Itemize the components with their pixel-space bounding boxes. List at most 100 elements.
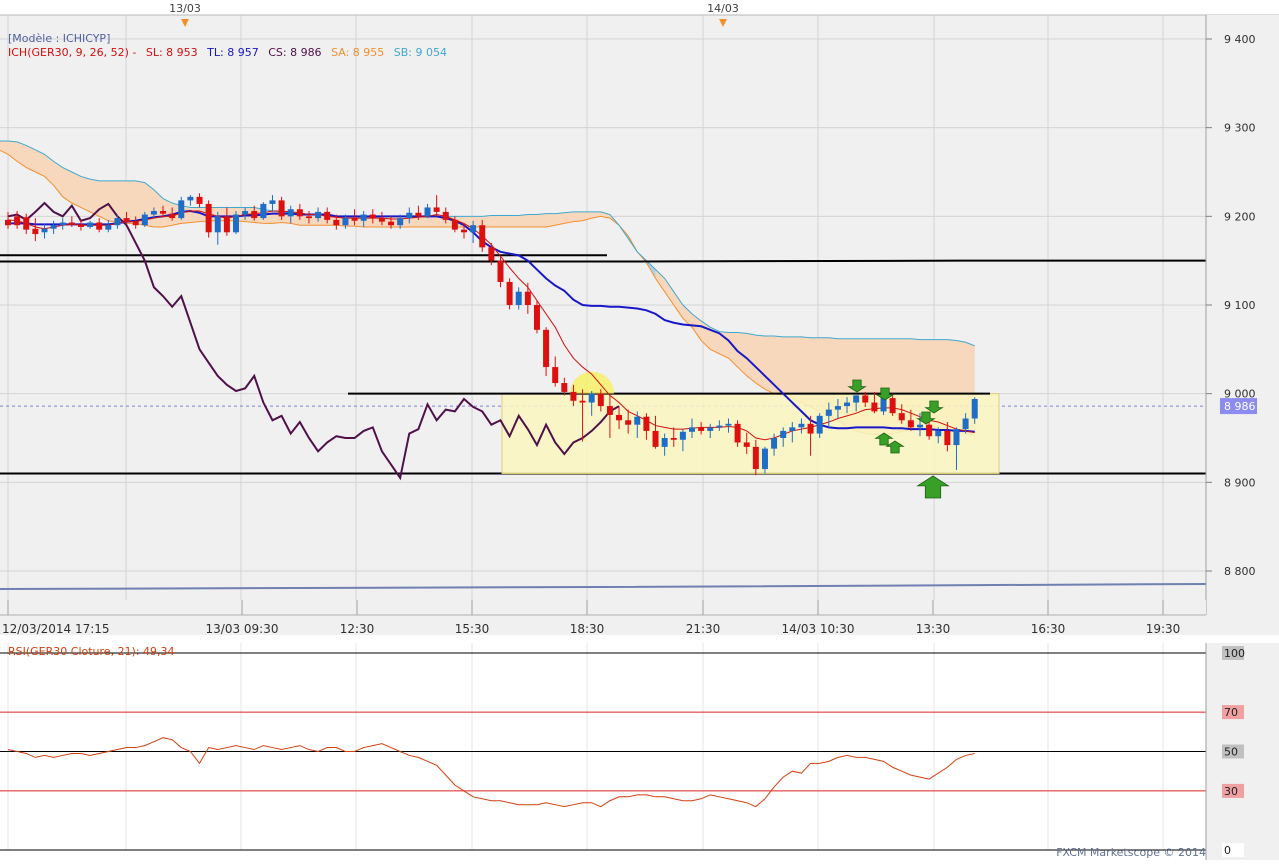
candle-body [14,216,21,226]
candle-body [798,423,805,428]
candle-body [926,424,933,437]
candle-body [844,402,851,407]
rsi-line [7,737,975,808]
candle-body [287,209,294,217]
signal-arrows [847,379,950,499]
candle-body [150,211,157,215]
rsi-title: RSI(GER30 Cloture, 21): 49,34 [8,645,175,658]
arrow-down-icon [916,411,936,425]
candle-body [296,209,303,217]
candle-body [780,430,787,438]
candle-body [424,207,431,217]
candle-body [506,281,513,305]
candle-body [242,211,249,215]
arrow-down-icon [847,379,867,393]
time-tick-label: 13:30 [916,622,951,636]
candle-body [32,228,39,235]
candle-body [807,423,814,434]
candle-body [433,207,440,212]
candle-body [689,427,695,432]
candle-body [160,211,167,214]
time-tick-label: 12:30 [340,622,375,636]
candle-body [196,196,203,204]
candle-body [962,418,969,430]
current-price-label: 8 986 [1224,400,1256,413]
arrow-down-icon [924,400,944,414]
legend-ich: ICH(GER30, 9, 26, 52) - SL: 8 953 TL: 8 … [8,46,447,59]
candle-body [570,391,577,401]
senkou-span-b-line [0,140,975,347]
candle-body [707,427,714,431]
candle-body [917,424,923,428]
current-price-badge [1220,398,1257,415]
candle-body [87,222,94,227]
candle-body [479,225,486,248]
candles[interactable] [5,193,978,476]
rsi-level-label: 70 [1224,706,1238,719]
price-tick-label: 9 100 [1224,299,1256,312]
candle-body [935,430,942,437]
candle-body [880,398,887,412]
arrow-up-icon [885,440,905,454]
candle-body [971,398,978,419]
price-tick-label: 8 800 [1224,565,1256,578]
candle-body [369,214,376,219]
candle-body [853,395,860,403]
candle-body [834,406,841,410]
candle-body [214,216,221,233]
candle-body [5,219,11,226]
date-marker-label: 14/03 [707,2,739,15]
candle-body [889,398,896,414]
rsi-level-label: 50 [1224,746,1238,759]
candle-body [406,212,413,219]
price-axis: 9 400 9 300 9 200 9 100 9 000 8 900 8 800 8 986 [1205,15,1257,615]
candle-body [871,402,878,412]
candle-body [68,222,75,225]
candle-body [515,291,522,305]
price-tick-label: 9 400 [1224,33,1256,46]
candle-body [725,423,732,426]
consolidation-zone [348,371,1000,474]
main-grid [0,14,1279,600]
candle-body [825,409,832,416]
arrow-up-icon [874,432,894,446]
date-marker-label: 13/03 [169,2,201,15]
resistance-line-long [0,259,1206,263]
time-tick-label: 19:30 [1146,622,1181,636]
candle-body [333,219,340,226]
candle-body [670,438,677,440]
candle-body [141,214,148,226]
price-tick-label: 9 000 [1224,388,1256,401]
candle-body [187,196,194,201]
candle-body [862,395,869,403]
rsi-level-label: 100 [1224,647,1245,660]
candle-body [442,211,449,220]
candle-body [552,367,559,384]
date-markers: 13/03 14/03 [169,2,739,27]
candle-body [743,442,750,447]
legend-sb: SB: 9 054 [394,46,447,59]
time-tick-label: 15:30 [455,622,490,636]
candle-body [451,219,458,230]
rsi-level-label: 0 [1224,844,1231,857]
candle-body [315,211,322,219]
candle-body [643,416,650,431]
main-panel-background [0,15,1206,615]
candle-body [953,429,960,446]
arrow-down-icon [875,387,895,401]
candle-body [533,305,540,330]
candle-body [789,427,796,431]
candle-body [616,414,623,421]
candle-body [488,247,495,261]
candle-body [944,430,951,446]
legend-sl: SL: 8 953 [146,46,198,59]
price-tick-label: 9 300 [1224,122,1256,135]
candle-body [625,420,632,425]
candle-body [661,438,668,447]
legend-cs: CS: 8 986 [268,46,321,59]
candle-body [716,425,723,428]
candle-body [351,218,358,221]
candle-body [907,420,914,428]
time-axis: 12/03/2014 17:15 13/03 09:30 12:30 15:30 18:… [0,600,1206,636]
